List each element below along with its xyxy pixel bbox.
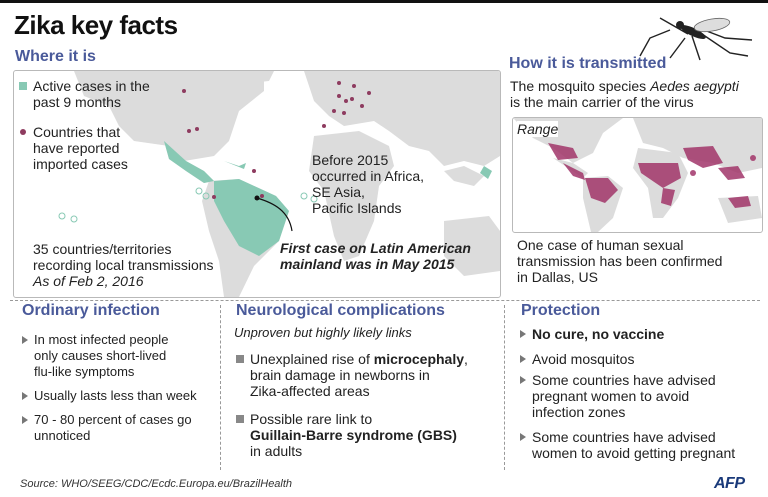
protection-item3-line3: infection zones [532, 404, 626, 420]
divider-horizontal [10, 300, 760, 301]
species-name: Aedes aegypti [650, 78, 739, 94]
afp-logo: AFP [714, 475, 745, 492]
legend-active: Active cases in the past 9 months [19, 78, 150, 110]
list-item: Possible rare link to Guillain-Barre syn… [236, 411, 498, 459]
list-item: Usually lasts less than week [22, 388, 217, 404]
protection-item3-line1: Some countries have advised [532, 372, 716, 388]
neuro-item1-line3: Zika-affected areas [250, 383, 370, 399]
mosquito-icon [639, 17, 753, 61]
legend-active-line2: past 9 months [33, 94, 121, 110]
protection-list: No cure, no vaccine Avoid mosquitos Some… [520, 326, 765, 461]
countries-line1: 35 countries/territories [33, 241, 172, 257]
world-map-graphic [58, 71, 500, 297]
list-item: In most infected people only causes shor… [22, 332, 217, 380]
legend-imported-line1: Countries that [33, 124, 121, 140]
sexual-transmission-note: One case of human sexual transmission ha… [517, 237, 722, 285]
as-of-date: As of Feb 2, 2016 [33, 273, 144, 289]
ordinary-heading: Ordinary infection [22, 302, 160, 319]
first-case-line2: mainland was in May 2015 [280, 256, 455, 272]
ordinary-item1-line3: flu-like symptoms [34, 364, 135, 379]
bullet-icon [520, 355, 526, 363]
before-2015-note: Before 2015 occurred in Africa, SE Asia,… [312, 152, 424, 216]
before-line1: Before 2015 [312, 152, 389, 168]
legend-imported: Countries that have reported imported ca… [19, 124, 128, 172]
bullet-icon [22, 416, 28, 424]
gbs-term: Guillain-Barre syndrome (GBS) [250, 427, 457, 443]
top-rule [0, 0, 768, 3]
before-line2: occurred in Africa, [312, 168, 425, 184]
carrier-note: The mosquito species Aedes aegypti is th… [510, 78, 739, 110]
legend-active-line1: Active cases in the [33, 78, 150, 94]
list-item: Avoid mosquitos [520, 351, 765, 367]
protection-item4-line2: women to avoid getting pregnant [532, 445, 736, 461]
sexual-line2: transmission has been confirmed [517, 253, 723, 269]
ordinary-item1-line1: In most infected people [34, 332, 169, 347]
bullet-icon [520, 376, 526, 384]
bullet-icon [236, 415, 244, 423]
bullet-icon [236, 355, 244, 363]
list-item: 70 - 80 percent of cases go unnoticed [22, 412, 217, 444]
carrier-line1-a: The mosquito species [510, 78, 651, 94]
bullet-icon [520, 433, 526, 441]
protection-heading: Protection [521, 302, 601, 319]
divider-vertical-1 [220, 305, 221, 470]
neuro-item1-line2: brain damage in newborns in [250, 367, 430, 383]
protection-item1: No cure, no vaccine [532, 326, 665, 342]
first-case-line1: First case on Latin American [280, 240, 471, 256]
neuro-item1-a: Unexplained rise of [250, 351, 374, 367]
protection-item2: Avoid mosquitos [532, 351, 635, 367]
countries-line2: recording local transmissions [33, 257, 214, 273]
before-line4: Pacific Islands [312, 200, 402, 216]
list-item: Some countries have advised pregnant wom… [520, 372, 765, 420]
list-item: Unexplained rise of microcephaly, brain … [236, 351, 498, 399]
legend-imported-line2: have reported [33, 140, 120, 156]
sexual-line1: One case of human sexual [517, 237, 684, 253]
how-heading: How it is transmitted [509, 55, 667, 72]
bullet-icon [22, 336, 28, 344]
protection-item4-line1: Some countries have advised [532, 429, 716, 445]
bullet-icon [520, 330, 526, 338]
neuro-item2-line1: Possible rare link to [250, 411, 373, 427]
ordinary-item2-line1: Usually lasts less than week [34, 388, 197, 403]
first-case-note: First case on Latin American mainland wa… [280, 240, 471, 272]
divider-vertical-2 [504, 305, 505, 470]
legend-imported-line3: imported cases [33, 156, 128, 172]
ordinary-item1-line2: only causes short-lived [34, 348, 167, 363]
neuro-list: Unexplained rise of microcephaly, brain … [236, 351, 498, 459]
range-map: Range [512, 117, 763, 233]
ordinary-list: In most infected people only causes shor… [22, 332, 217, 444]
countries-count-note: 35 countries/territories recording local… [33, 241, 214, 289]
before-line3: SE Asia, [312, 184, 365, 200]
list-item: Some countries have advised women to avo… [520, 429, 765, 461]
neuro-item2-line3: in adults [250, 443, 303, 459]
neuro-item1-c: , [464, 351, 468, 367]
neuro-heading: Neurological complications [236, 302, 445, 319]
neuro-subtitle: Unproven but highly likely links [234, 325, 412, 340]
range-label: Range [517, 121, 559, 137]
microcephaly-term: microcephaly [373, 351, 465, 367]
world-map [13, 70, 501, 298]
ordinary-item3-line2: unnoticed [34, 428, 91, 443]
carrier-line2: is the main carrier of the virus [510, 94, 694, 110]
list-item: No cure, no vaccine [520, 326, 765, 342]
imported-swatch [20, 129, 26, 135]
protection-item3-line2: pregnant women to avoid [532, 388, 690, 404]
where-heading: Where it is [15, 48, 96, 65]
source-note: Source: WHO/SEEG/CDC/Ecdc.Europa.eu/Braz… [20, 478, 293, 490]
sexual-line3: in Dallas, US [517, 269, 598, 285]
active-swatch [19, 82, 27, 90]
ordinary-item3-line1: 70 - 80 percent of cases go [34, 412, 192, 427]
page-title: Zika key facts [14, 10, 178, 40]
bullet-icon [22, 392, 28, 400]
